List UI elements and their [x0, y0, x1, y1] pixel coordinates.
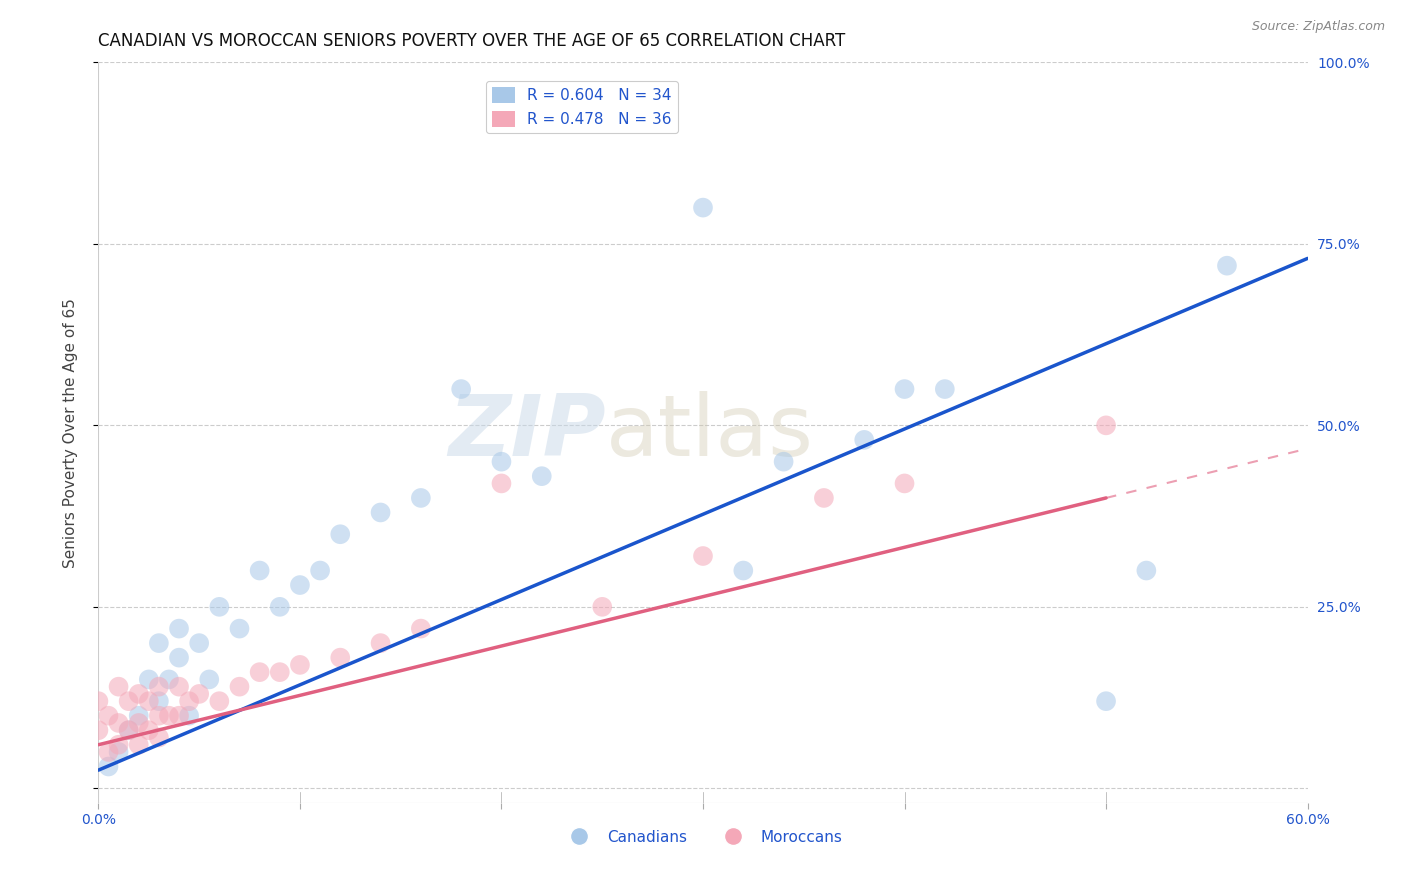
Text: ZIP: ZIP: [449, 391, 606, 475]
Point: [1095, 418, 1118, 433]
Point: [107, 738, 129, 752]
Point: [148, 694, 170, 708]
Point: [491, 455, 513, 469]
Point: [329, 650, 352, 665]
Point: [309, 564, 332, 578]
Point: [1095, 694, 1118, 708]
Point: [853, 433, 876, 447]
Point: [208, 599, 231, 614]
Point: [1216, 259, 1239, 273]
Point: [288, 657, 311, 672]
Point: [813, 491, 835, 505]
Point: [87, 723, 110, 738]
Y-axis label: Seniors Poverty Over the Age of 65: Seniors Poverty Over the Age of 65: [63, 298, 77, 567]
Point: [269, 665, 291, 680]
Point: [370, 506, 392, 520]
Point: [249, 665, 271, 680]
Point: [128, 715, 150, 730]
Point: [179, 694, 201, 708]
Point: [228, 680, 250, 694]
Point: [148, 680, 170, 694]
Point: [138, 694, 160, 708]
Point: [138, 723, 160, 738]
Point: [97, 708, 120, 723]
Point: [167, 680, 190, 694]
Point: [107, 715, 129, 730]
Point: [772, 455, 794, 469]
Point: [208, 694, 231, 708]
Point: [450, 382, 472, 396]
Point: [97, 745, 120, 759]
Point: [107, 680, 129, 694]
Point: [157, 708, 180, 723]
Point: [188, 687, 211, 701]
Point: [288, 578, 311, 592]
Point: [491, 476, 513, 491]
Point: [167, 650, 190, 665]
Point: [179, 708, 201, 723]
Point: [118, 723, 141, 738]
Point: [97, 759, 120, 773]
Point: [198, 673, 221, 687]
Point: [118, 694, 141, 708]
Point: [167, 622, 190, 636]
Point: [692, 549, 714, 563]
Point: [107, 745, 129, 759]
Point: [118, 723, 141, 738]
Point: [228, 622, 250, 636]
Point: [128, 687, 150, 701]
Point: [1135, 564, 1157, 578]
Point: [329, 527, 352, 541]
Point: [157, 673, 180, 687]
Point: [148, 731, 170, 745]
Point: [128, 708, 150, 723]
Text: Source: ZipAtlas.com: Source: ZipAtlas.com: [1251, 20, 1385, 33]
Point: [409, 622, 432, 636]
Point: [591, 599, 613, 614]
Point: [893, 476, 915, 491]
Text: CANADIAN VS MOROCCAN SENIORS POVERTY OVER THE AGE OF 65 CORRELATION CHART: CANADIAN VS MOROCCAN SENIORS POVERTY OVE…: [98, 32, 845, 50]
Point: [269, 599, 291, 614]
Text: atlas: atlas: [606, 391, 814, 475]
Point: [167, 708, 190, 723]
Point: [409, 491, 432, 505]
Point: [692, 201, 714, 215]
Point: [148, 636, 170, 650]
Point: [530, 469, 553, 483]
Point: [188, 636, 211, 650]
Point: [370, 636, 392, 650]
Point: [148, 708, 170, 723]
Point: [87, 694, 110, 708]
Point: [138, 673, 160, 687]
Point: [934, 382, 956, 396]
Point: [733, 564, 755, 578]
Legend: Canadians, Moroccans: Canadians, Moroccans: [558, 823, 848, 851]
Point: [893, 382, 915, 396]
Point: [249, 564, 271, 578]
Point: [128, 738, 150, 752]
